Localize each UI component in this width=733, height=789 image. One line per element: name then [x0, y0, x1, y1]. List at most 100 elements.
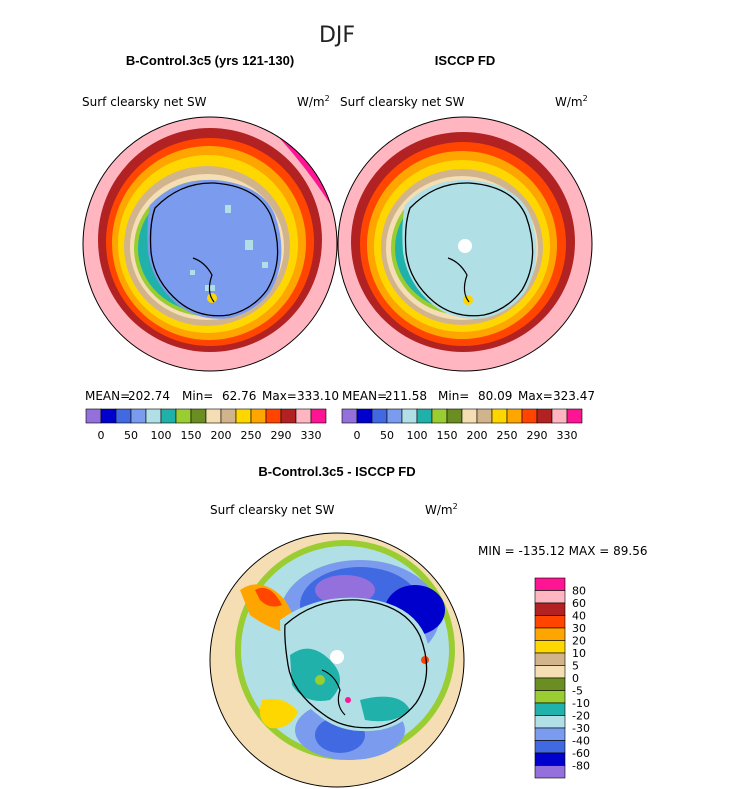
colorbar-swatch: [534, 727, 566, 741]
figure-title: DJF: [319, 23, 355, 48]
colorbar-tick-label: 290: [271, 429, 292, 442]
colorbar-swatch: [341, 408, 358, 424]
colorbar-swatch: [280, 408, 297, 424]
colorbar-tick-label: 80: [572, 585, 586, 598]
colorbar-swatch: [100, 408, 117, 424]
panel1-map: [82, 116, 338, 372]
colorbar-tick-label: 250: [497, 429, 518, 442]
p1-max-label: Max=: [262, 389, 297, 403]
panel1-stats: MEAN= 202.74 Min= 62.76 Max= 333.10: [85, 389, 339, 403]
colorbar-swatch: [446, 408, 463, 424]
colorbar-tick-label: 5: [572, 660, 579, 673]
colorbar-swatch: [566, 408, 583, 424]
colorbar-tick-label: 200: [467, 429, 488, 442]
p1-max: 333.10: [297, 389, 339, 403]
p2-max-label: Max=: [518, 389, 553, 403]
colorbar-swatch: [534, 627, 566, 641]
p2-mean-label: MEAN=: [342, 389, 387, 403]
colorbar-swatch: [536, 408, 553, 424]
colorbar-swatch: [160, 408, 177, 424]
colorbar-tick-label: 10: [572, 647, 586, 660]
colorbar-swatch: [551, 408, 568, 424]
panel2-map: [337, 116, 593, 372]
colorbar-swatch: [534, 615, 566, 629]
colorbar-swatch: [416, 408, 433, 424]
p1-min-label: Min=: [182, 389, 213, 403]
colorbar-swatch: [521, 408, 538, 424]
panel1-title: B-Control.3c5 (yrs 121-130): [126, 53, 294, 68]
colorbar-tick-label: 0: [98, 429, 105, 442]
colorbar-tick-label: -20: [572, 710, 590, 723]
colorbar-tick-label: 0: [354, 429, 361, 442]
colorbar-swatch: [356, 408, 373, 424]
panel1-units: W/m2: [297, 94, 330, 109]
colorbar-swatch: [534, 590, 566, 604]
colorbar-tick-label: 200: [211, 429, 232, 442]
p1-min: 62.76: [222, 389, 256, 403]
colorbar-tick-label: -40: [572, 735, 590, 748]
colorbar-swatch: [534, 702, 566, 716]
panel1-colorbar: 0 50 100 150 200 250 290 330: [85, 408, 327, 442]
p1-mean-label: MEAN=: [85, 389, 130, 403]
panel3-title: B-Control.3c5 - ISCCP FD: [258, 464, 415, 479]
colorbar-swatch: [476, 408, 493, 424]
colorbar-tick-label: 330: [557, 429, 578, 442]
colorbar-tick-label: 60: [572, 597, 586, 610]
colorbar-swatch: [250, 408, 267, 424]
colorbar-tick-label: 40: [572, 610, 586, 623]
colorbar-swatch: [534, 602, 566, 616]
colorbar-swatch: [534, 652, 566, 666]
colorbar-swatch: [235, 408, 252, 424]
colorbar-tick-label: 330: [301, 429, 322, 442]
p1-mean: 202.74: [128, 389, 170, 403]
colorbar-tick-label: 100: [151, 429, 172, 442]
colorbar-swatch: [265, 408, 282, 424]
colorbar-swatch: [145, 408, 162, 424]
colorbar-tick-label: -60: [572, 747, 590, 760]
colorbar-tick-label: 20: [572, 635, 586, 648]
colorbar-swatch: [534, 677, 566, 691]
panel3-variable-label: Surf clearsky net SW: [210, 503, 335, 517]
colorbar-swatch: [534, 765, 566, 779]
colorbar-swatch: [190, 408, 207, 424]
colorbar-swatch: [115, 408, 132, 424]
colorbar-swatch: [431, 408, 448, 424]
colorbar-swatch: [534, 665, 566, 679]
p2-max: 323.47: [553, 389, 595, 403]
panel2-colorbar: 0 50 100 150 200 250 290 330: [341, 408, 583, 442]
p2-min-label: Min=: [438, 389, 469, 403]
panel3-units: W/m2: [425, 502, 458, 517]
p2-mean: 211.58: [385, 389, 427, 403]
colorbar-swatch: [371, 408, 388, 424]
panel3-stats: MIN = -135.12 MAX = 89.56: [478, 544, 648, 558]
colorbar-tick-label: 100: [407, 429, 428, 442]
colorbar-swatch: [534, 640, 566, 654]
colorbar-tick-label: 150: [181, 429, 202, 442]
panel2-title: ISCCP FD: [435, 53, 495, 68]
colorbar-tick-label: -5: [572, 685, 583, 698]
colorbar-swatch: [295, 408, 312, 424]
colorbar-swatch: [175, 408, 192, 424]
panel2-variable-label: Surf clearsky net SW: [340, 95, 465, 109]
colorbar-tick-label: -10: [572, 697, 590, 710]
colorbar-swatch: [386, 408, 403, 424]
colorbar-swatch: [85, 408, 102, 424]
colorbar-swatch: [534, 752, 566, 766]
colorbar-tick-label: -30: [572, 722, 590, 735]
colorbar-swatch: [534, 577, 566, 591]
colorbar-tick-label: -80: [572, 760, 590, 773]
colorbar-tick-label: 290: [527, 429, 548, 442]
colorbar-swatch: [130, 408, 147, 424]
colorbar-tick-label: 250: [241, 429, 262, 442]
colorbar-tick-label: 50: [124, 429, 138, 442]
colorbar-tick-label: 50: [380, 429, 394, 442]
panel3-map: [209, 532, 465, 788]
panel1-variable-label: Surf clearsky net SW: [82, 95, 207, 109]
panel2-stats: MEAN= 211.58 Min= 80.09 Max= 323.47: [342, 389, 595, 403]
panel2-units: W/m2: [555, 94, 588, 109]
colorbar-tick-label: 0: [572, 672, 579, 685]
colorbar-swatch: [310, 408, 327, 424]
p1-antarctica-interior: [147, 179, 282, 319]
